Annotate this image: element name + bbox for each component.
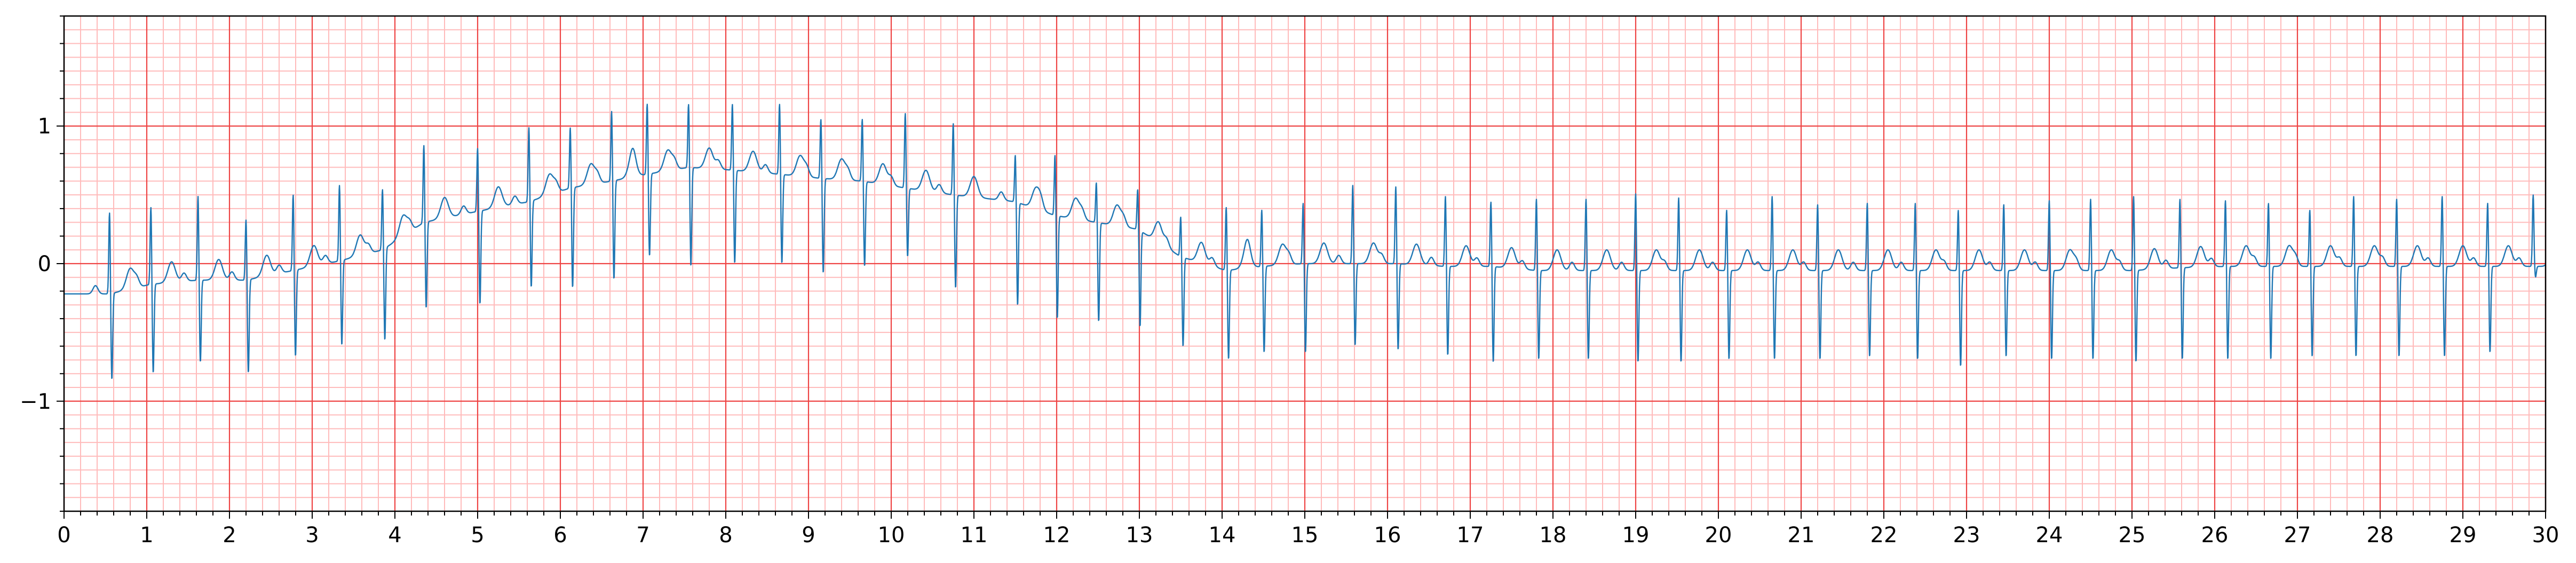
x-tick-label: 23 <box>1953 523 1980 548</box>
x-tick-label: 8 <box>719 523 732 548</box>
x-tick-label: 22 <box>1870 523 1898 548</box>
x-tick-label: 2 <box>223 523 236 548</box>
major-grid <box>63 16 2547 511</box>
x-tick-label: 5 <box>471 523 484 548</box>
x-tick-label: 16 <box>1374 523 1401 548</box>
x-tick-label: 24 <box>2036 523 2063 548</box>
x-tick-label: 21 <box>1788 523 1815 548</box>
x-tick-label: 19 <box>1622 523 1650 548</box>
x-tick-label: 29 <box>2450 523 2477 548</box>
x-tick-label: 18 <box>1540 523 1567 548</box>
axes <box>57 15 2547 519</box>
x-tick-label: 17 <box>1457 523 1484 548</box>
y-tick-label: 1 <box>38 114 51 139</box>
x-tick-label: 28 <box>2367 523 2394 548</box>
x-tick-label: 30 <box>2532 523 2559 548</box>
x-tick-label: 15 <box>1291 523 1319 548</box>
y-tick-label: −1 <box>20 390 51 414</box>
ecg-signal-line <box>64 104 2546 379</box>
x-tick-label: 6 <box>553 523 567 548</box>
x-tick-label: 27 <box>2284 523 2311 548</box>
x-tick-label: 4 <box>388 523 401 548</box>
y-tick-labels: −1 0 1 <box>20 114 51 414</box>
x-tick-label: 14 <box>1209 523 1236 548</box>
x-tick-label: 0 <box>57 523 70 548</box>
x-tick-label: 3 <box>305 523 319 548</box>
x-tick-label: 13 <box>1126 523 1153 548</box>
x-tick-label: 1 <box>140 523 153 548</box>
ecg-trace <box>64 104 2546 379</box>
x-tick-label: 26 <box>2201 523 2229 548</box>
x-tick-label: 11 <box>961 523 988 548</box>
x-tick-label: 20 <box>1705 523 1732 548</box>
x-tick-labels: 0 1 2 3 4 5 6 7 8 9 10 11 12 13 14 15 16 17 18 19 20 21 22 23 24… <box>57 523 2559 548</box>
x-tick-label: 25 <box>2119 523 2146 548</box>
x-tick-label: 10 <box>878 523 905 548</box>
x-tick-label: 9 <box>802 523 815 548</box>
y-tick-label: 0 <box>38 252 51 276</box>
x-tick-label: 7 <box>636 523 649 548</box>
x-tick-label: 12 <box>1043 523 1071 548</box>
